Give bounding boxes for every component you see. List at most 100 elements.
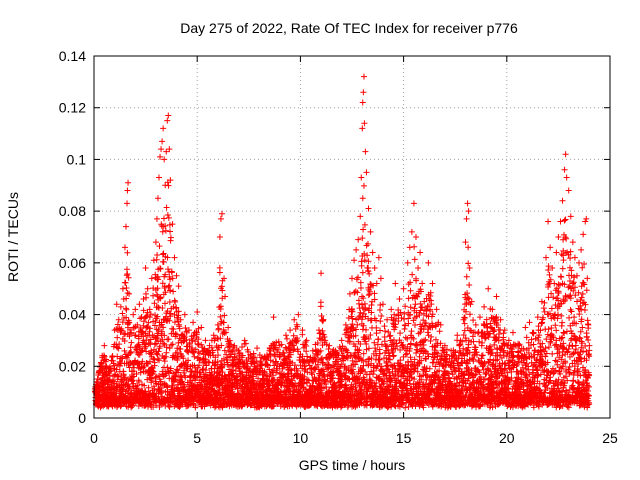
data-point xyxy=(386,333,393,340)
data-point xyxy=(454,332,461,339)
data-point xyxy=(349,275,355,282)
data-point xyxy=(217,215,224,222)
data-point xyxy=(154,195,161,202)
data-point xyxy=(163,344,170,351)
data-point xyxy=(408,228,415,235)
data-point xyxy=(115,316,122,323)
data-point xyxy=(357,285,364,292)
data-point xyxy=(576,259,583,266)
data-point xyxy=(150,257,157,264)
data-point xyxy=(164,179,171,186)
data-point xyxy=(388,306,395,313)
data-point xyxy=(154,313,161,320)
data-point xyxy=(534,314,541,321)
data-point xyxy=(169,221,176,228)
chart-title: Day 275 of 2022, Rate Of TEC Index for r… xyxy=(180,20,518,36)
data-point xyxy=(365,268,372,275)
data-point xyxy=(465,260,472,267)
data-point xyxy=(363,242,370,249)
data-point xyxy=(151,356,158,363)
data-point xyxy=(404,259,411,266)
data-point xyxy=(182,325,189,332)
data-point xyxy=(141,345,148,352)
data-point xyxy=(215,383,222,390)
data-point xyxy=(360,350,367,357)
data-point xyxy=(150,292,157,299)
data-point xyxy=(189,345,196,352)
data-point xyxy=(580,231,587,238)
data-point xyxy=(461,327,468,334)
data-point xyxy=(114,321,121,328)
data-point xyxy=(201,403,208,410)
data-point xyxy=(509,329,516,336)
data-point xyxy=(170,288,177,295)
data-point xyxy=(410,200,417,207)
data-point xyxy=(135,335,142,342)
data-point xyxy=(119,319,126,326)
data-point xyxy=(171,319,178,326)
data-point xyxy=(406,244,413,251)
data-point xyxy=(167,234,174,241)
data-point xyxy=(180,355,187,362)
data-point xyxy=(583,215,590,222)
data-point xyxy=(219,277,226,284)
data-point xyxy=(407,304,414,311)
data-point xyxy=(353,246,360,253)
data-point xyxy=(218,342,225,349)
data-point xyxy=(219,287,226,294)
data-point xyxy=(176,325,183,332)
data-point xyxy=(168,268,175,275)
data-point xyxy=(355,236,362,243)
data-point xyxy=(404,335,411,342)
data-point xyxy=(144,285,151,292)
data-point xyxy=(139,358,146,365)
data-point xyxy=(220,355,227,362)
data-point xyxy=(129,377,136,384)
data-point xyxy=(359,195,366,202)
data-point xyxy=(481,303,488,310)
data-point xyxy=(109,357,116,364)
data-point xyxy=(219,369,226,376)
data-point xyxy=(113,366,120,373)
data-point xyxy=(175,321,182,328)
data-point xyxy=(180,369,187,376)
data-point xyxy=(134,382,141,389)
data-point xyxy=(573,272,580,279)
data-point xyxy=(382,328,389,335)
data-point xyxy=(159,228,166,235)
data-point xyxy=(315,327,322,334)
data-point xyxy=(195,389,202,396)
data-point xyxy=(189,367,196,374)
data-point xyxy=(547,244,554,251)
data-point xyxy=(411,322,418,329)
data-point xyxy=(159,305,166,312)
data-point xyxy=(210,332,217,339)
data-point xyxy=(365,205,372,212)
data-point xyxy=(287,327,294,334)
data-point xyxy=(142,388,149,395)
data-point xyxy=(160,340,167,347)
data-point xyxy=(127,326,134,333)
data-point xyxy=(123,295,130,302)
data-point xyxy=(135,378,142,385)
data-point xyxy=(373,280,380,287)
data-point xyxy=(363,169,370,176)
data-point xyxy=(151,341,158,348)
data-point xyxy=(173,272,180,279)
data-point xyxy=(468,298,475,305)
data-point xyxy=(151,385,158,392)
data-point xyxy=(423,307,430,314)
data-point xyxy=(225,324,232,331)
data-point xyxy=(354,321,361,328)
data-point xyxy=(584,275,591,282)
data-point xyxy=(464,294,471,301)
data-point xyxy=(357,213,364,220)
data-point xyxy=(119,310,126,317)
data-point xyxy=(160,373,167,380)
data-point xyxy=(154,252,161,259)
data-point xyxy=(174,353,181,360)
data-point xyxy=(476,314,483,321)
data-point xyxy=(175,283,182,290)
data-point xyxy=(549,265,556,272)
data-point xyxy=(215,326,222,333)
